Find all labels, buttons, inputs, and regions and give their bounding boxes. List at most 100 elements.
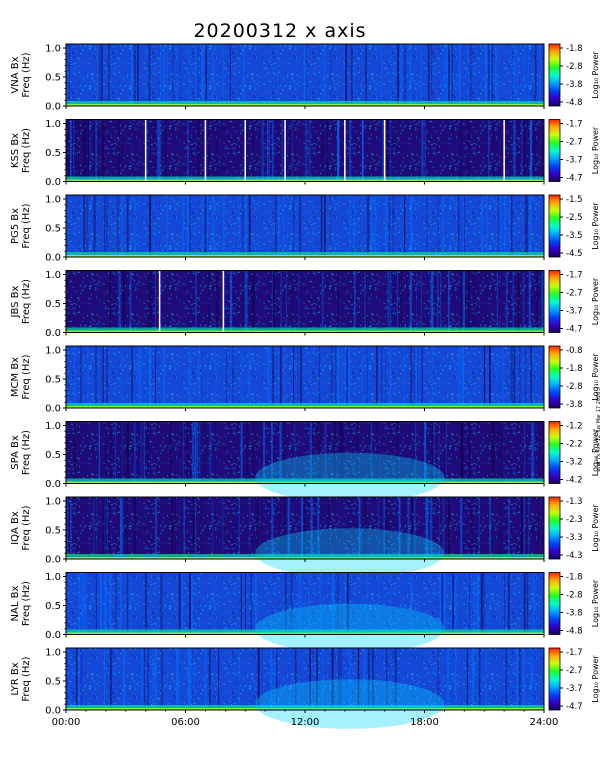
panel-iqa-cbar-tick-label-2: -3.3 bbox=[566, 533, 583, 543]
panel-lyr-cbar-tick-label-2: -3.7 bbox=[566, 684, 583, 694]
panel-jbs-streaks bbox=[109, 270, 544, 333]
panel-kss-lowfreq-band bbox=[66, 176, 544, 182]
panel-nal-ytick-label-1: 0.5 bbox=[45, 601, 61, 612]
panel-vna-colorbar bbox=[548, 43, 561, 107]
panel-lyr-ytick-label-1: 0.5 bbox=[45, 677, 61, 688]
panel-kss-lowfreq-peak bbox=[66, 179, 544, 182]
panel-jbs-ytick-label-2: 1.0 bbox=[45, 270, 61, 281]
panel-nal-enhancement bbox=[255, 603, 445, 654]
panel-jbs-lowfreq-band bbox=[66, 327, 544, 333]
panel-lyr-ylabel-line-0: LYR Bx bbox=[10, 662, 21, 695]
panel-vna-cbar-tick-label-2: -3.8 bbox=[566, 80, 583, 90]
panel-vna-streaks bbox=[68, 44, 541, 106]
panel-jbs-ylabel-line-0: JBS Bx bbox=[10, 285, 21, 318]
panel-mcm-cbar-tick-label-2: -2.8 bbox=[566, 382, 583, 392]
panel-kss-ylabel-line-0: KSS Bx bbox=[10, 133, 21, 168]
panel-lyr-cbar-tick-label-3: -4.7 bbox=[566, 702, 583, 712]
panel-lyr-ytick-label-2: 1.0 bbox=[45, 648, 61, 659]
panel-jbs-ytick-label-0: 0.0 bbox=[45, 328, 61, 339]
panel-iqa-cbar-tick-label-0: -1.3 bbox=[566, 497, 583, 507]
timestamp-stamp: wnd 7x 4x4 12 Tue Mar 17 2020 bbox=[596, 391, 602, 472]
panel-kss-colorbar bbox=[548, 119, 561, 182]
panel-nal-streaks bbox=[78, 572, 535, 635]
panel-spa-lowfreq-peak bbox=[66, 481, 544, 484]
panel-pg5-cbar-tick-label-1: -2.5 bbox=[566, 213, 583, 223]
panel-iqa-ytick-label-0: 0.0 bbox=[45, 555, 61, 566]
panel-iqa-ytick-label-2: 1.0 bbox=[45, 497, 61, 508]
panel-spa-lowfreq-band bbox=[66, 478, 544, 484]
panel-vna-cbar-tick-label-1: -2.8 bbox=[566, 62, 583, 72]
xtick-label-1: 06:00 bbox=[171, 717, 200, 728]
panel-pg5-lowfreq-band bbox=[66, 252, 544, 257]
xtick-label-3: 18:00 bbox=[410, 717, 439, 728]
panel-spa-ylabel-line-0: SPA Bx bbox=[10, 435, 21, 470]
panel-spa-cbar-tick-label-0: -1.2 bbox=[566, 422, 583, 432]
panel-jbs-texture bbox=[66, 270, 544, 333]
panel-kss-ylabel-line-1: Freq (Hz) bbox=[21, 128, 32, 173]
panel-nal-lowfreq-band bbox=[66, 629, 544, 635]
panel-iqa-streaks bbox=[67, 497, 539, 559]
panel-lyr-texture bbox=[66, 648, 544, 710]
xtick-label-0: 00:00 bbox=[52, 717, 81, 728]
panel-mcm-colorbar-label: Log₁₀ Power bbox=[591, 353, 600, 401]
panel-mcm-lowfreq-peak bbox=[66, 406, 544, 408]
panel-spa-cbar-tick-label-1: -2.2 bbox=[566, 440, 583, 450]
panel-iqa-cbar-tick-label-1: -2.3 bbox=[566, 515, 583, 525]
panel-kss-ytick-label-0: 0.0 bbox=[45, 177, 61, 188]
panel-pg5-ylabel-line-0: PG5 Bx bbox=[10, 208, 21, 244]
panel-kss-colorbar-label: Log₁₀ Power bbox=[591, 126, 600, 174]
panel-kss-cbar-tick-label-1: -2.7 bbox=[566, 138, 583, 148]
panel-mcm-colorbar bbox=[548, 345, 561, 409]
panel-vna-lowfreq-peak bbox=[66, 104, 544, 106]
panel-spa-ylabel-line-1: Freq (Hz) bbox=[21, 430, 32, 475]
panel-jbs-cbar-tick-label-3: -4.7 bbox=[566, 325, 583, 335]
panel-spa-streaks bbox=[74, 421, 540, 484]
panel-kss-cbar-tick-label-3: -4.7 bbox=[566, 174, 583, 184]
panel-mcm-ytick-label-0: 0.0 bbox=[45, 404, 61, 415]
panel-iqa-colorbar bbox=[548, 496, 561, 560]
panel-lyr-colorbar-label: Log₁₀ Power bbox=[591, 655, 600, 703]
panel-mcm-cbar-tick-label-3: -3.8 bbox=[566, 400, 583, 410]
panel-mcm-ylabel-line-1: Freq (Hz) bbox=[21, 354, 32, 399]
panel-mcm-ytick-label-2: 1.0 bbox=[45, 346, 61, 357]
panel-jbs-ylabel-line-1: Freq (Hz) bbox=[21, 279, 32, 324]
panel-lyr-ylabel-line-1: Freq (Hz) bbox=[21, 656, 32, 701]
xtick-label-4: 24:00 bbox=[530, 717, 559, 728]
panel-pg5-ytick-label-1: 0.5 bbox=[45, 224, 61, 235]
panel-lyr-enhancement bbox=[255, 679, 445, 729]
panel-jbs-colorbar-label: Log₁₀ Power bbox=[591, 277, 600, 325]
panel-kss-texture bbox=[66, 119, 544, 182]
panel-lyr-cbar-tick-label-1: -2.7 bbox=[566, 666, 583, 676]
figure-title: 20200312 x axis bbox=[193, 20, 367, 42]
panel-vna-ytick-label-1: 0.5 bbox=[45, 73, 61, 84]
panel-lyr-lowfreq-band bbox=[66, 705, 544, 710]
panel-nal-cbar-tick-label-0: -1.8 bbox=[566, 573, 583, 583]
panel-jbs-cbar-tick-label-0: -1.7 bbox=[566, 271, 583, 281]
panel-spa-colorbar-label: Log₁₀ Power bbox=[591, 428, 600, 476]
panel-vna-ylabel-line-0: VNA Bx bbox=[10, 56, 21, 93]
panel-nal-lowfreq-peak bbox=[66, 632, 544, 635]
panel-pg5-colorbar bbox=[548, 194, 561, 258]
panel-pg5-texture bbox=[66, 195, 544, 257]
panel-pg5-ytick-label-0: 0.0 bbox=[45, 253, 61, 264]
panel-pg5-cbar-tick-label-0: -1.5 bbox=[566, 195, 583, 205]
panel-spa-cbar-tick-label-3: -4.2 bbox=[566, 476, 583, 486]
panel-vna-lowfreq-band bbox=[66, 101, 544, 106]
panel-nal-ytick-label-2: 1.0 bbox=[45, 572, 61, 583]
panel-pg5-cbar-tick-label-3: -4.5 bbox=[566, 249, 583, 259]
panel-vna-ytick-label-2: 1.0 bbox=[45, 44, 61, 55]
panel-iqa-ylabel-line-0: IQA Bx bbox=[10, 511, 21, 545]
panel-kss-cbar-tick-label-0: -1.7 bbox=[566, 120, 583, 130]
panel-spa-cbar-tick-label-2: -3.2 bbox=[566, 458, 583, 468]
panel-kss-ytick-label-2: 1.0 bbox=[45, 119, 61, 130]
panel-pg5-ytick-label-2: 1.0 bbox=[45, 195, 61, 206]
panel-vna-colorbar-label: Log₁₀ Power bbox=[591, 51, 600, 99]
panel-spa-texture bbox=[66, 421, 544, 484]
panel-iqa-enhancement bbox=[255, 528, 445, 578]
panel-nal-ytick-label-0: 0.0 bbox=[45, 630, 61, 641]
panel-spa-colorbar bbox=[548, 421, 561, 484]
panel-jbs-cbar-tick-label-1: -2.7 bbox=[566, 289, 583, 299]
panel-jbs-ytick-label-1: 0.5 bbox=[45, 299, 61, 310]
panel-nal-ylabel-line-0: NAL Bx bbox=[10, 585, 21, 621]
